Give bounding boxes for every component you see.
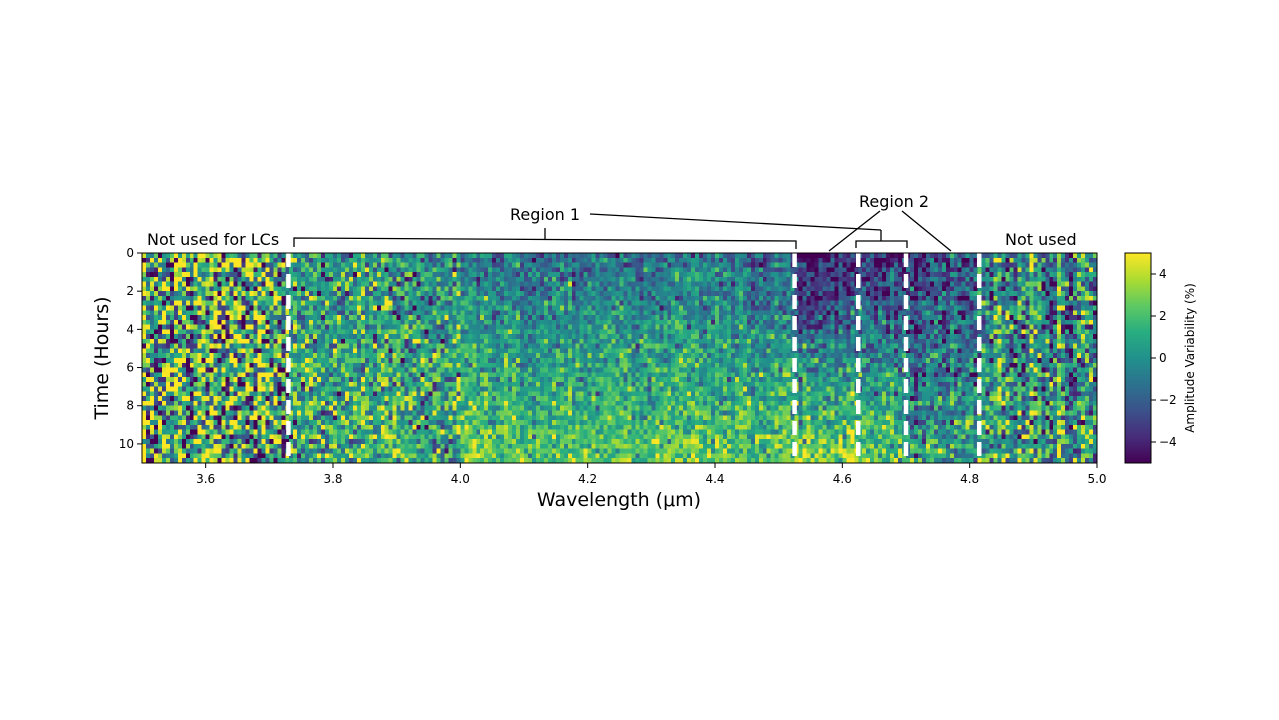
y-tick-label: 6 bbox=[126, 361, 134, 375]
y-tick-label: 4 bbox=[126, 322, 134, 336]
x-tick-label: 4.2 bbox=[578, 472, 597, 486]
region-2-connector-right bbox=[901, 210, 952, 252]
colorbar bbox=[1124, 252, 1152, 464]
colorbar-tick-label: −4 bbox=[1159, 435, 1177, 449]
x-tick-label: 4.0 bbox=[451, 472, 470, 486]
y-tick-label: 8 bbox=[126, 399, 134, 413]
colorbar-label: Amplitude Variability (%) bbox=[1183, 283, 1197, 433]
x-axis-ticks: 3.6 3.8 4.0 4.2 4.4 4.6 4.8 5.0 bbox=[196, 463, 1107, 486]
region-1-connector bbox=[589, 213, 882, 231]
colorbar-tick-label: −2 bbox=[1159, 393, 1177, 407]
annotation-region-1: Region 1 bbox=[510, 205, 580, 224]
x-axis-label: Wavelength (μm) bbox=[537, 489, 701, 511]
annotation-not-used-left: Not used for LCs bbox=[147, 230, 279, 249]
region-2-bracket bbox=[855, 240, 908, 248]
region-boundaries bbox=[286, 253, 982, 463]
x-tick-label: 4.4 bbox=[705, 472, 724, 486]
x-tick-label: 5.0 bbox=[1087, 472, 1106, 486]
annotation-region-2: Region 2 bbox=[859, 192, 929, 211]
y-axis-ticks: 0 2 4 6 8 10 bbox=[119, 246, 142, 451]
y-tick-label: 2 bbox=[126, 284, 134, 298]
heatmap-image bbox=[142, 253, 1097, 463]
x-tick-label: 4.8 bbox=[960, 472, 979, 486]
colorbar-tick-label: 2 bbox=[1159, 309, 1167, 323]
heatmap bbox=[142, 253, 1097, 463]
colorbar-ticks: 4 2 0 −2 −4 bbox=[1151, 267, 1177, 449]
colorbar-tick-label: 4 bbox=[1159, 267, 1167, 281]
y-tick-label: 10 bbox=[119, 437, 134, 451]
colorbar-tick-label: 0 bbox=[1159, 351, 1167, 365]
region-2-connector-left bbox=[828, 210, 881, 252]
y-tick-label: 0 bbox=[126, 246, 134, 260]
x-tick-label: 3.6 bbox=[196, 472, 215, 486]
region-1-bracket bbox=[293, 237, 797, 249]
annotation-not-used-right: Not used bbox=[1005, 230, 1077, 249]
x-tick-label: 3.8 bbox=[323, 472, 342, 486]
annotation-brackets bbox=[293, 210, 952, 252]
plot-frame bbox=[141, 252, 1098, 464]
y-axis-label: Time (Hours) bbox=[91, 296, 113, 420]
x-tick-label: 4.6 bbox=[833, 472, 852, 486]
